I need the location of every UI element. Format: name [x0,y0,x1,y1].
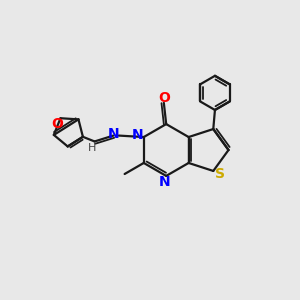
Text: N: N [108,127,119,141]
Text: O: O [158,91,170,105]
Text: H: H [88,143,96,153]
Text: N: N [131,128,143,142]
Text: S: S [215,167,225,181]
Text: O: O [52,116,64,130]
Text: N: N [159,176,170,189]
